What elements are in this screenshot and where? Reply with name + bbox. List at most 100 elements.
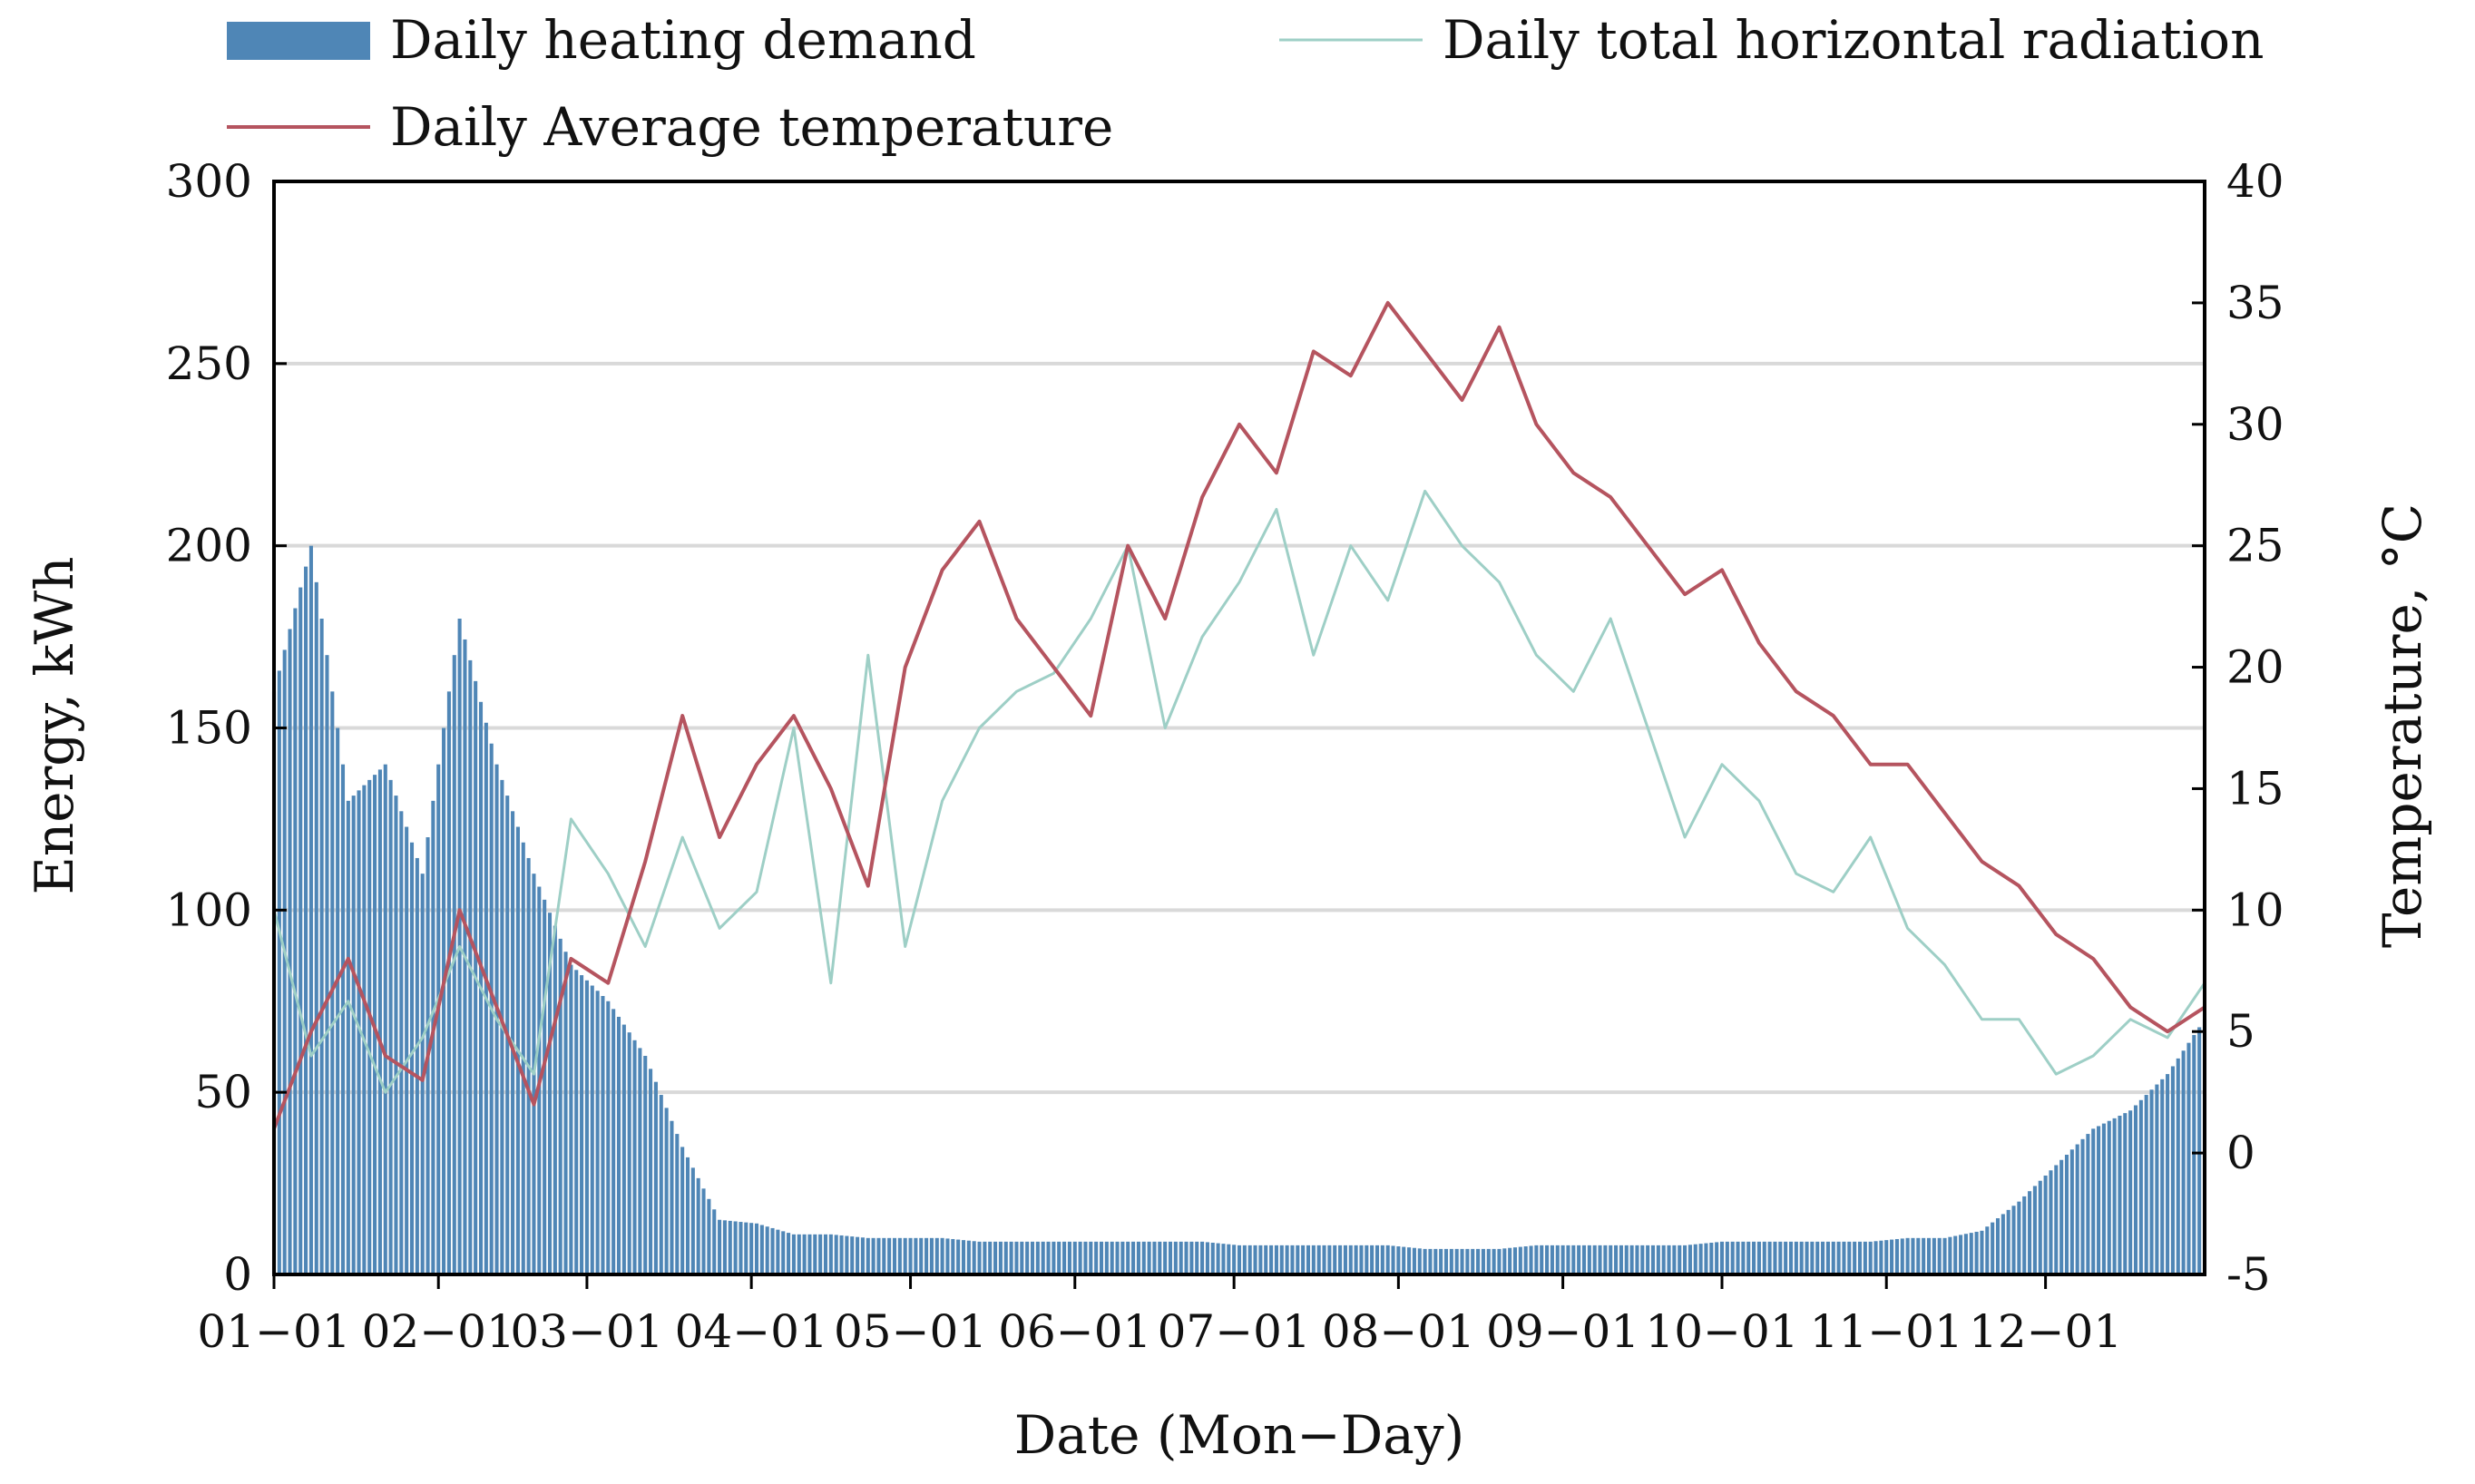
heating-bar	[2166, 1074, 2170, 1274]
heating-bar	[2160, 1079, 2165, 1274]
heating-bar	[1650, 1245, 1656, 1274]
heating-bar	[2017, 1201, 2021, 1274]
heating-bar	[1995, 1218, 2001, 1274]
heating-bar	[601, 996, 605, 1274]
heating-bar	[2138, 1099, 2143, 1274]
heating-bar	[1279, 1245, 1284, 1274]
heating-bar	[1242, 1245, 1247, 1274]
heating-bar	[1253, 1245, 1257, 1274]
heating-bar	[1110, 1241, 1114, 1274]
heating-bar	[749, 1223, 754, 1274]
heating-bar	[1311, 1245, 1316, 1274]
heating-bar	[1003, 1241, 1008, 1274]
heating-bar	[1052, 1241, 1056, 1274]
heating-bar	[1540, 1245, 1544, 1274]
heating-bar	[718, 1219, 722, 1274]
heating-bar	[2097, 1126, 2101, 1274]
heating-bar	[2080, 1138, 2085, 1274]
heating-bar	[1502, 1248, 1507, 1274]
heating-bar	[1306, 1245, 1311, 1274]
heating-bar	[802, 1234, 807, 1274]
heating-bar	[1327, 1245, 1332, 1274]
heating-bar	[813, 1234, 817, 1274]
heating-bar	[1316, 1245, 1321, 1274]
heating-bar	[1189, 1241, 1194, 1274]
heating-bar	[860, 1237, 865, 1274]
heating-bar	[807, 1234, 812, 1274]
x-tick-label: 12−01	[1969, 1305, 2122, 1358]
heating-bar	[1815, 1241, 1820, 1274]
heating-bar	[972, 1241, 976, 1274]
heating-bar	[1799, 1241, 1804, 1274]
legend-label-radiation: Daily total horizontal radiation	[1443, 9, 2264, 71]
heating-bar	[1099, 1241, 1104, 1274]
x-tick-label: 10−01	[1645, 1305, 1798, 1358]
heating-bar	[993, 1241, 998, 1274]
heating-bar	[2091, 1128, 2096, 1274]
heating-bar	[643, 1056, 648, 1274]
heating-bar	[1391, 1245, 1395, 1274]
heating-bar	[2176, 1058, 2180, 1274]
heating-bar	[1035, 1241, 1040, 1274]
heating-bar	[2112, 1118, 2117, 1274]
heating-bar	[336, 727, 340, 1274]
heating-bar	[929, 1237, 934, 1274]
heating-bar	[304, 566, 308, 1274]
heating-bar	[319, 619, 324, 1274]
heating-bar	[1465, 1248, 1470, 1274]
heating-bar	[882, 1237, 886, 1274]
heating-bar	[1635, 1245, 1639, 1274]
axis-ticks	[272, 180, 2205, 1289]
heating-bar	[277, 670, 281, 1274]
heating-bar	[2118, 1115, 2122, 1274]
heating-bar	[1269, 1245, 1274, 1274]
heating-bar	[1009, 1241, 1013, 1274]
heating-bar	[1158, 1241, 1162, 1274]
heating-bar	[733, 1221, 738, 1274]
x-axis-title: Date (Mon−Day)	[1014, 1404, 1465, 1466]
heating-bar	[919, 1237, 924, 1274]
heating-bar	[1646, 1245, 1650, 1274]
heating-bar	[845, 1235, 849, 1274]
heating-bar	[897, 1237, 902, 1274]
right-tick-label: 15	[2226, 762, 2284, 815]
heating-bar	[1025, 1241, 1030, 1274]
heating-bar	[1396, 1246, 1401, 1274]
heating-bar	[1062, 1241, 1067, 1274]
heating-bar	[977, 1241, 982, 1274]
heating-bar	[1890, 1239, 1894, 1274]
heating-bar	[2038, 1180, 2042, 1274]
heating-bar	[2133, 1105, 2138, 1274]
heating-bar	[1120, 1241, 1125, 1274]
left-tick-label: 250	[166, 337, 252, 390]
heating-bar	[1296, 1245, 1300, 1274]
heating-bar	[1715, 1242, 1719, 1274]
heating-bar	[653, 1081, 658, 1274]
heating-bar	[1619, 1245, 1623, 1274]
right-tick-label: 0	[2226, 1127, 2255, 1179]
heating-bar	[1942, 1237, 1947, 1274]
heating-bar	[914, 1237, 918, 1274]
right-tick-label: 35	[2226, 277, 2284, 329]
heating-bar	[1985, 1226, 1990, 1274]
heating-bar	[293, 608, 298, 1274]
heating-bar	[754, 1223, 759, 1274]
heating-bar	[2155, 1084, 2159, 1274]
temperature-series-line	[272, 300, 2206, 1130]
heating-bar	[399, 811, 404, 1274]
heating-bar	[1534, 1245, 1539, 1274]
heating-bar	[367, 779, 372, 1274]
legend-label-heating-demand: Daily heating demand	[390, 9, 976, 71]
heating-bar	[1492, 1248, 1496, 1274]
heating-bar	[1879, 1240, 1883, 1274]
heating-bar	[1725, 1241, 1729, 1274]
heating-bar	[1778, 1241, 1783, 1274]
heating-bar	[759, 1225, 764, 1274]
heating-bar	[308, 545, 313, 1274]
heating-bar	[314, 581, 318, 1274]
heating-bar	[1094, 1241, 1099, 1274]
heating-bar	[1454, 1248, 1459, 1274]
heating-bar	[1922, 1237, 1926, 1274]
heating-bar	[2186, 1042, 2191, 1274]
heating-bar	[1083, 1241, 1088, 1274]
